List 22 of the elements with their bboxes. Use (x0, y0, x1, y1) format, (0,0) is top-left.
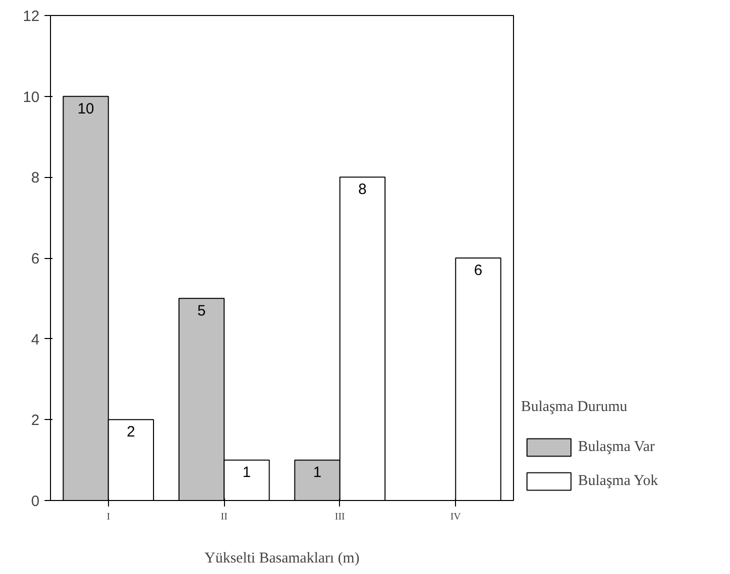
data-label: 5 (197, 302, 206, 320)
data-label: 6 (474, 262, 482, 279)
x-tick-label: IV (450, 512, 462, 522)
data-label: 10 (77, 100, 94, 118)
y-tick-label: 6 (31, 250, 40, 268)
y-tick-label: 2 (31, 412, 40, 430)
data-label: 1 (242, 464, 251, 482)
legend-title: Bulaşma Durumu (521, 399, 628, 416)
data-label: 2 (126, 424, 136, 441)
legend-label: Bulaşma Var (578, 438, 655, 456)
legend-label: Bulaşma Yok (578, 472, 658, 490)
y-tick-label: 4 (31, 331, 40, 348)
y-tick-label: 12 (22, 8, 40, 25)
y-tick-label: 10 (22, 88, 40, 106)
x-tick-label: II (220, 512, 228, 522)
x-tick-label: I (106, 512, 110, 522)
data-label: 8 (358, 181, 367, 198)
y-tick-label: 8 (31, 170, 40, 187)
y-tick-label: 0 (31, 493, 40, 510)
data-label: 1 (313, 464, 322, 482)
x-tick-label: III (334, 512, 345, 522)
x-axis-title: Yükselti Basamakları (m) (204, 550, 360, 566)
